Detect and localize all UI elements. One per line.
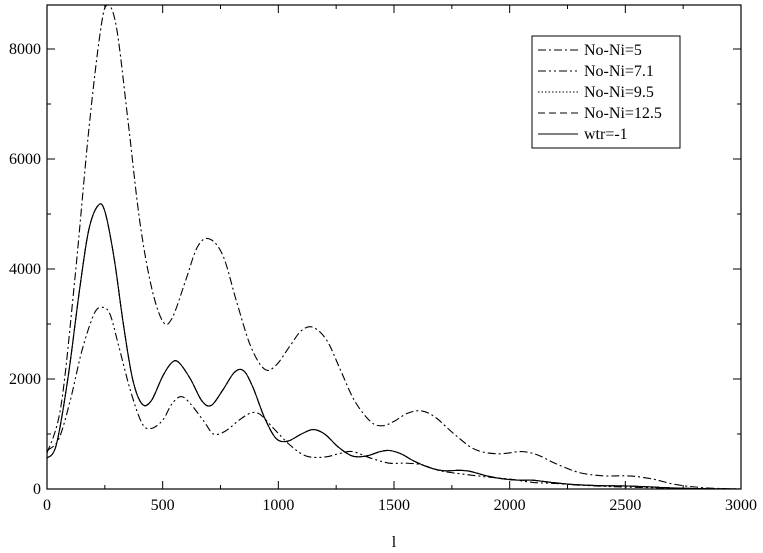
x-tick-label: 3000 [725,497,757,514]
series-layer [46,4,742,490]
x-axis: 0 500 1000 1500 2000 2500 3000 [43,5,757,514]
y-tick-label: 6000 [9,151,41,168]
legend: No-Ni=5 No-Ni=7.1 No-Ni=9.5 No-Ni=12.5 wtr=-… [531,35,681,149]
legend-label: No-Ni=7.1 [584,63,654,80]
series-line-1 [46,4,742,490]
legend-label: No-Ni=9.5 [584,84,654,101]
series-line-3 [46,203,742,490]
y-tick-label: 8000 [9,41,41,58]
x-tick-label: 500 [151,497,175,514]
x-axis-label: l [392,534,397,551]
x-tick-label: 1000 [262,497,294,514]
legend-label: No-Ni=12.5 [584,105,662,122]
y-tick-label: 0 [33,481,41,498]
x-tick-label: 2500 [609,497,641,514]
legend-label: No-Ni=5 [584,42,642,59]
legend-label: wtr=-1 [584,126,628,143]
y-tick-label: 2000 [9,371,41,388]
x-tick-label: 2000 [494,497,526,514]
series-line-5 [46,203,742,490]
series-line-2 [46,306,742,490]
x-tick-label: 1500 [378,497,410,514]
y-axis: 0 2000 4000 6000 8000 [9,41,741,498]
y-tick-label: 4000 [9,261,41,278]
series-line-4 [46,203,742,490]
x-tick-label: 0 [43,497,51,514]
